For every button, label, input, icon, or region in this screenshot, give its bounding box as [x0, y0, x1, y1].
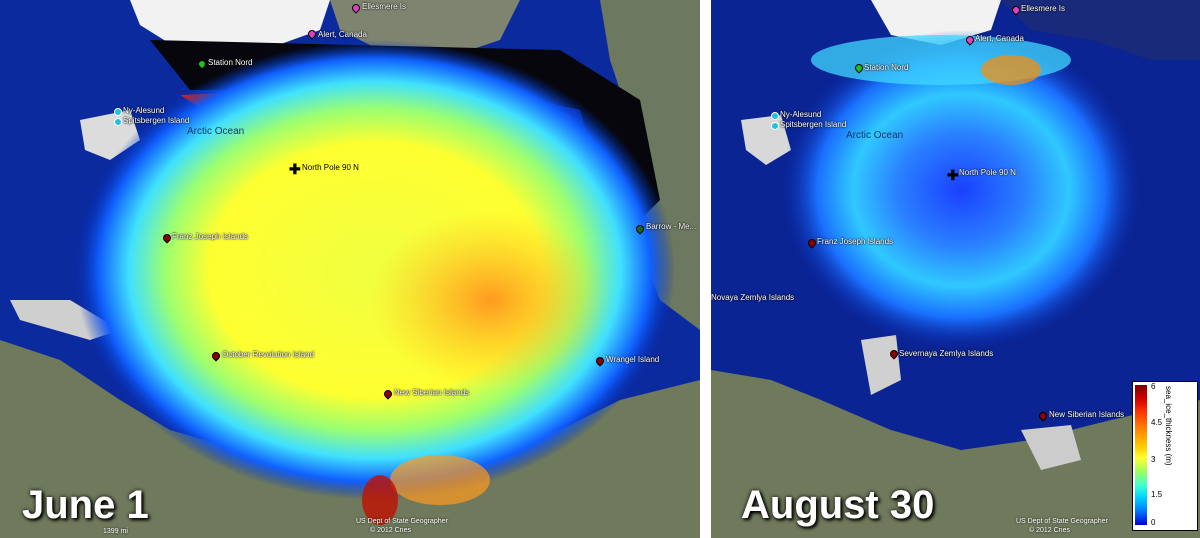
- marker-label: New Siberian Islands: [1049, 410, 1125, 419]
- marker-label: North Pole 90 N: [959, 168, 1016, 177]
- colorbar-tick: 4.5: [1151, 418, 1163, 427]
- panel-divider: [700, 0, 711, 538]
- marker-dot[interactable]: [771, 122, 779, 130]
- credit-text: US Dept of State Geographer: [356, 518, 448, 525]
- colorbar-legend: 6 4.5 3 1.5 0 sea_ice_thickness (m): [1132, 381, 1198, 531]
- colorbar-tick: 1.5: [1151, 490, 1163, 499]
- ice-orange-patch: [981, 55, 1041, 85]
- marker-label: Franz Joseph Islands: [817, 237, 894, 246]
- marker-dot[interactable]: [771, 112, 779, 120]
- marker-dot[interactable]: [114, 108, 122, 116]
- map-june-canvas: [0, 0, 700, 538]
- ice-thickness-field: [781, 30, 1141, 350]
- marker-label: Barrow - Me...: [646, 222, 697, 231]
- marker-label: Ny-Alesund: [123, 106, 165, 115]
- land-siberia: [711, 370, 1200, 538]
- marker-label: Station Nord: [208, 58, 253, 67]
- land-siberia: [0, 340, 700, 538]
- marker-label: Spitsbergen Island: [780, 120, 847, 129]
- credit-text: US Dept of State Geographer: [1016, 518, 1108, 525]
- north-pole-cross-icon[interactable]: ✚: [947, 167, 959, 183]
- north-pole-cross-icon[interactable]: ✚: [289, 161, 301, 177]
- colorbar-gradient: [1135, 385, 1147, 525]
- colorbar-title: sea_ice_thickness (m): [1164, 386, 1173, 466]
- ice-red-coastal-patch: [362, 475, 398, 525]
- marker-label: North Pole 90 N: [302, 163, 359, 172]
- marker-dot[interactable]: [114, 118, 122, 126]
- marker-label: Severnaya Zemlya Islands: [899, 349, 994, 358]
- credit-text: © 2012 Cnes: [1029, 527, 1070, 534]
- marker-label: October Revolution Island: [222, 350, 315, 359]
- date-label: August 30: [741, 483, 935, 527]
- land-new-siberian: [1021, 425, 1081, 470]
- colorbar-tick: 6: [1151, 382, 1156, 391]
- marker-label: Ny-Alesund: [780, 110, 822, 119]
- marker-label: Novaya Zemlya Islands: [711, 293, 795, 302]
- colorbar-tick: 3: [1151, 455, 1156, 464]
- marker-label: Alert, Canada: [318, 30, 367, 39]
- map-august-canvas: [711, 0, 1200, 538]
- marker-label: Ellesmere Is: [1021, 4, 1066, 13]
- marker-label: Spitsbergen Island: [123, 116, 190, 125]
- marker-label: Alert, Canada: [975, 34, 1024, 43]
- marker-label: Franz Joseph Islands: [172, 232, 249, 241]
- marker-label: New Siberian Islands: [394, 388, 470, 397]
- colorbar-tick: 0: [1151, 518, 1156, 527]
- ice-orange-coastal-patch: [390, 455, 490, 505]
- land-ellesmere: [1001, 0, 1200, 60]
- credit-text: © 2012 Cnes: [370, 527, 411, 534]
- marker-label: Wrangel Island: [606, 355, 660, 364]
- ocean-label: Arctic Ocean: [846, 130, 904, 141]
- marker-label: Station Nord: [864, 63, 909, 72]
- date-label: June 1: [22, 483, 149, 527]
- map-panel-august: Arctic Ocean Ellesmere Is Alert, Canada …: [711, 0, 1200, 538]
- ocean-label: Arctic Ocean: [187, 126, 245, 137]
- ice-thick-orange-patch: [370, 210, 610, 390]
- map-panel-june: Arctic Ocean Ellesmere Is Alert, Canada …: [0, 0, 700, 538]
- marker-label: Ellesmere Is: [362, 2, 407, 11]
- scale-text: 1399 mi: [103, 528, 128, 535]
